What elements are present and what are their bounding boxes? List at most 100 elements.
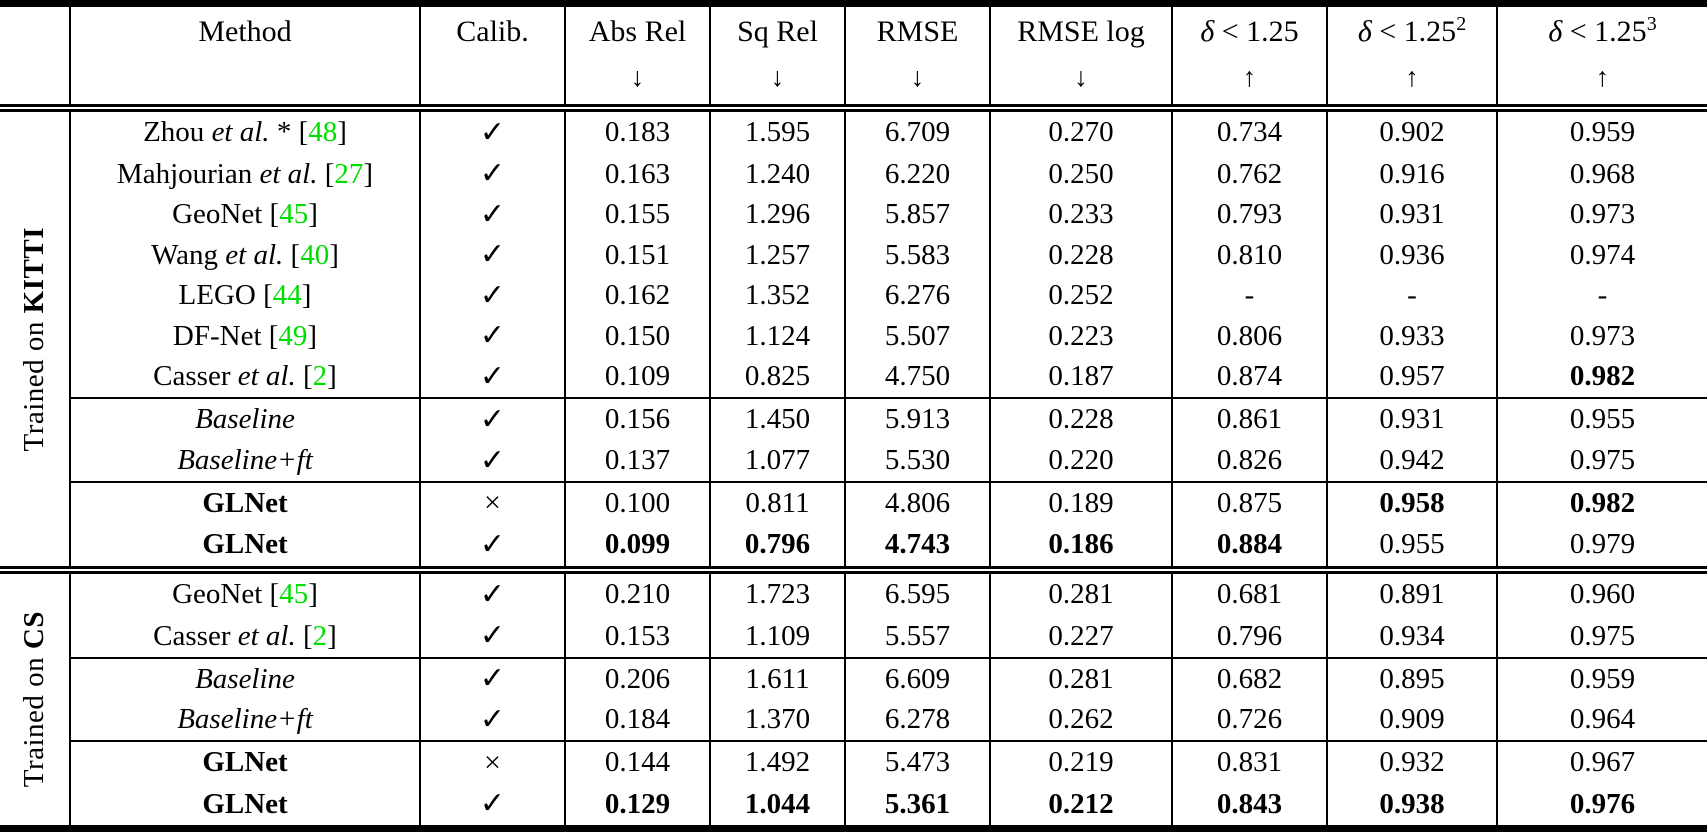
citation-link[interactable]: 27: [334, 157, 364, 190]
metric-value: 0.934: [1326, 615, 1497, 659]
metric-value: 0.212: [989, 783, 1172, 829]
metric-value: 0.982: [1496, 356, 1707, 400]
method-text: GLNet: [202, 486, 288, 519]
metric-value: 5.913: [844, 398, 990, 441]
method-cell: Wang et al. [40]: [69, 234, 420, 276]
col-header-sq-rel: Sq Rel ↓: [709, 3, 845, 112]
metric-value: 0.811: [709, 481, 845, 524]
up-arrow-icon: ↑: [1595, 62, 1610, 92]
method-text: GLNet: [202, 746, 288, 779]
metric-value: 0.875: [1171, 481, 1327, 524]
metric-value: 0.109: [564, 356, 710, 400]
metric-value: 0.831: [1171, 741, 1327, 784]
table-row: Baseline+ft ✓ 0.137 1.077 5.530 0.220 0.826 0.9…: [0, 440, 1707, 483]
metric-value: 0.825: [709, 356, 845, 400]
metric-value: 0.099: [564, 523, 710, 574]
metric-value: 0.806: [1171, 315, 1327, 357]
citation-link[interactable]: 45: [279, 198, 309, 231]
metric-value: -: [1496, 275, 1707, 316]
col-header-rmse: RMSE ↓: [844, 3, 990, 112]
metric-value: 0.931: [1326, 398, 1497, 441]
citation-link[interactable]: 2: [312, 619, 328, 652]
col-header-calib: Calib.: [419, 3, 565, 112]
col-header-abs-rel: Abs Rel ↓: [564, 3, 710, 112]
delta-symbol: δ: [1357, 15, 1372, 48]
exponent: 3: [1646, 13, 1657, 35]
col-header-label: RMSE: [876, 15, 959, 48]
method-text: ]: [327, 360, 337, 393]
metric-value: 0.262: [989, 699, 1172, 743]
method-text: GeoNet [: [172, 578, 280, 611]
metric-value: 0.975: [1496, 615, 1707, 659]
up-arrow-icon: ↑: [1405, 62, 1419, 92]
metric-value: 0.228: [989, 234, 1172, 276]
metric-value: 0.909: [1326, 699, 1497, 743]
section-label-dataset: KITTI: [18, 226, 50, 314]
table-row: Mahjourian et al. [27] ✓ 0.163 1.240 6.220 0.…: [0, 153, 1707, 195]
calib-cross-icon: ×: [419, 741, 565, 784]
method-cell: GLNet: [69, 481, 420, 524]
citation-link[interactable]: 2: [312, 360, 328, 393]
corner-cell: [0, 3, 70, 112]
col-header-label: δ < 1.25: [1200, 15, 1299, 48]
metric-value: 1.257: [709, 234, 845, 276]
down-arrow-icon: ↓: [910, 62, 925, 92]
table-row: GLNet × 0.144 1.492 5.473 0.219 0.831 0.932 0.96…: [0, 741, 1707, 784]
metric-value: 0.891: [1326, 569, 1497, 616]
metric-value: 0.933: [1326, 315, 1497, 357]
metric-value: 0.810: [1171, 234, 1327, 276]
metric-value: 0.843: [1171, 783, 1327, 829]
metric-value: 5.361: [844, 783, 990, 829]
metric-value: 0.223: [989, 315, 1172, 357]
method-cell: Baseline+ft: [69, 699, 420, 743]
table-row: Baseline ✓ 0.156 1.450 5.913 0.228 0.861 0.931 0…: [0, 398, 1707, 441]
table-row: DF-Net [49] ✓ 0.150 1.124 5.507 0.223 0.806 0.9…: [0, 315, 1707, 357]
col-header-delta-1: δ < 1.25 ↑: [1171, 3, 1327, 112]
citation-link[interactable]: 49: [278, 319, 308, 352]
calib-check-icon: ✓: [419, 657, 565, 700]
method-cell: Zhou et al. * [48]: [69, 108, 420, 154]
metric-value: 0.100: [564, 481, 710, 524]
metric-value: 1.352: [709, 275, 845, 316]
metric-value: 5.857: [844, 194, 990, 235]
rotated-section-label: Trained on KITTI: [18, 227, 51, 451]
citation-link[interactable]: 48: [308, 116, 338, 149]
calib-cross-icon: ×: [419, 481, 565, 524]
method-cell: DF-Net [49]: [69, 315, 420, 357]
table-row: Wang et al. [40] ✓ 0.151 1.257 5.583 0.228 0.8…: [0, 234, 1707, 276]
metric-value: 0.162: [564, 275, 710, 316]
citation-link[interactable]: 44: [272, 279, 302, 312]
metric-value: 0.150: [564, 315, 710, 357]
metric-value: 0.151: [564, 234, 710, 276]
metric-value: 1.124: [709, 315, 845, 357]
calib-check-icon: ✓: [419, 356, 565, 400]
metric-value: 0.228: [989, 398, 1172, 441]
metric-value: 0.227: [989, 615, 1172, 659]
table-row: Trained on CS GeoNet [45] ✓ 0.210 1.723 6.595…: [0, 569, 1707, 788]
metric-value: 0.734: [1171, 108, 1327, 154]
citation-link[interactable]: 45: [279, 578, 309, 611]
metric-value: 0.960: [1496, 569, 1707, 616]
header-row: Method Calib. Abs Rel ↓ Sq Rel ↓ RMSE ↓ RMSE log…: [0, 3, 1707, 112]
metric-value: 0.184: [564, 699, 710, 743]
metric-value: 1.240: [709, 153, 845, 195]
calib-check-icon: ✓: [419, 699, 565, 743]
method-text: ]: [329, 238, 339, 271]
method-cell: GeoNet [45]: [69, 569, 420, 616]
metric-value: 0.156: [564, 398, 710, 441]
table-row: Baseline ✓ 0.206 1.611 6.609 0.281 0.682 0.895 0…: [0, 657, 1707, 700]
metric-value: 6.276: [844, 275, 990, 316]
metric-value: 0.270: [989, 108, 1172, 154]
rotated-section-label: Trained on CS: [18, 611, 51, 787]
table-row: Baseline+ft ✓ 0.184 1.370 6.278 0.262 0.726 0.9…: [0, 699, 1707, 743]
col-header-rmse-log: RMSE log ↓: [989, 3, 1172, 112]
method-text: Wang: [151, 238, 226, 271]
calib-check-icon: ✓: [419, 108, 565, 154]
metric-value: 0.219: [989, 741, 1172, 784]
citation-link[interactable]: 40: [300, 238, 330, 271]
method-text: ]: [308, 578, 318, 611]
calib-check-icon: ✓: [419, 783, 565, 829]
method-text: ]: [308, 198, 318, 231]
metric-value: 5.557: [844, 615, 990, 659]
